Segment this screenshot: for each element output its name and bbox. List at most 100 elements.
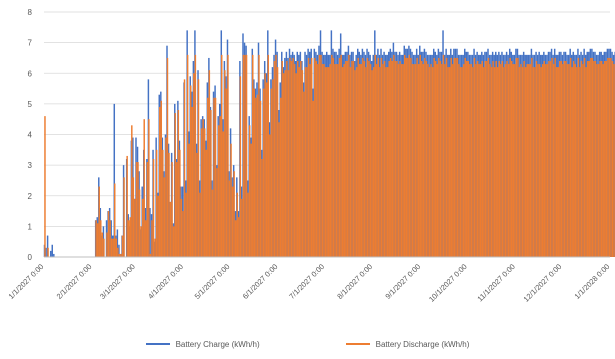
discharge-bar	[196, 153, 197, 257]
discharge-bar	[421, 61, 422, 257]
discharge-bar	[328, 67, 329, 257]
discharge-bar	[99, 187, 100, 257]
discharge-bar	[337, 64, 338, 257]
discharge-bar	[232, 187, 233, 257]
discharge-bar	[111, 239, 112, 257]
discharge-bar	[362, 58, 363, 257]
discharge-bar	[297, 61, 298, 257]
discharge-bar	[350, 67, 351, 257]
discharge-bar	[285, 70, 286, 257]
discharge-bar	[551, 58, 552, 257]
discharge-bar	[266, 82, 267, 257]
discharge-bar	[108, 211, 109, 257]
discharge-bar	[241, 199, 242, 257]
discharge-bar	[260, 101, 261, 257]
discharge-bar	[348, 55, 349, 257]
discharge-bar	[257, 95, 258, 257]
discharge-bar	[412, 64, 413, 257]
discharge-bar	[221, 55, 222, 257]
discharge-bar	[418, 64, 419, 257]
discharge-bar	[523, 61, 524, 257]
discharge-bar	[550, 61, 551, 257]
discharge-bar	[488, 58, 489, 257]
discharge-bar	[579, 67, 580, 257]
discharge-bar	[452, 64, 453, 257]
discharge-bar	[199, 193, 200, 257]
discharge-bar	[511, 61, 512, 257]
discharge-bar	[288, 70, 289, 257]
discharge-bar	[599, 61, 600, 257]
charge-bar	[52, 245, 53, 257]
x-tick-label: 1/1/2028 0:00	[573, 262, 612, 301]
discharge-bar	[281, 61, 282, 257]
discharge-bar	[117, 248, 118, 257]
discharge-bar	[387, 67, 388, 257]
discharge-bar	[255, 98, 256, 257]
discharge-bar	[533, 67, 534, 257]
discharge-bar	[396, 61, 397, 257]
legend-swatch-charge	[146, 343, 170, 345]
discharge-bar	[542, 64, 543, 257]
discharge-bar	[109, 220, 110, 257]
discharge-bar	[426, 61, 427, 257]
discharge-bar	[559, 61, 560, 257]
discharge-bar	[207, 98, 208, 257]
discharge-bar	[112, 239, 113, 257]
discharge-bar	[134, 199, 135, 257]
discharge-bar	[254, 89, 255, 257]
x-tick-label: 3/1/2027 0:00	[98, 262, 137, 301]
discharge-bar	[263, 89, 264, 257]
discharge-bar	[339, 58, 340, 257]
discharge-bar	[545, 64, 546, 257]
discharge-bar	[553, 64, 554, 257]
discharge-bar	[233, 171, 234, 257]
discharge-bar	[561, 61, 562, 257]
discharge-bar	[415, 64, 416, 257]
discharge-bar	[451, 58, 452, 257]
legend-label-charge: Battery Charge (kWh/h)	[176, 340, 260, 349]
discharge-bar	[103, 239, 104, 257]
discharge-bar	[128, 220, 129, 257]
discharge-bar	[567, 64, 568, 257]
discharge-bar	[589, 61, 590, 257]
discharge-bar	[606, 61, 607, 257]
discharge-bar	[305, 67, 306, 257]
discharge-bar	[522, 67, 523, 257]
discharge-bar	[413, 64, 414, 257]
discharge-bar	[466, 61, 467, 257]
discharge-bar	[506, 61, 507, 257]
discharge-bar	[326, 67, 327, 257]
discharge-bar	[376, 64, 377, 257]
discharge-bar	[139, 190, 140, 257]
discharge-bar	[216, 168, 217, 257]
discharge-bar	[145, 220, 146, 257]
discharge-bar	[102, 233, 103, 258]
discharge-bar	[480, 64, 481, 257]
discharge-bar	[161, 101, 162, 257]
discharge-bar	[548, 61, 549, 257]
discharge-bar	[368, 61, 369, 257]
discharge-bar	[274, 61, 275, 257]
discharge-bar	[322, 64, 323, 257]
discharge-bar	[243, 55, 244, 257]
discharge-bar	[570, 58, 571, 257]
y-tick-label: 0	[28, 253, 33, 262]
discharge-bar	[154, 239, 155, 257]
discharge-bar	[330, 64, 331, 257]
discharge-bar	[359, 64, 360, 257]
discharge-bar	[142, 199, 143, 257]
discharge-bar	[157, 196, 158, 257]
discharge-bar	[227, 55, 228, 257]
discharge-bar	[497, 67, 498, 257]
discharge-bar	[44, 116, 45, 257]
legend-label-discharge: Battery Discharge (kWh/h)	[376, 340, 470, 349]
discharge-bar	[516, 58, 517, 257]
discharge-bar	[354, 70, 355, 257]
discharge-bar	[235, 220, 236, 257]
discharge-bar	[419, 55, 420, 257]
discharge-bar	[218, 125, 219, 257]
discharge-bar	[309, 64, 310, 257]
discharge-bar	[582, 64, 583, 257]
